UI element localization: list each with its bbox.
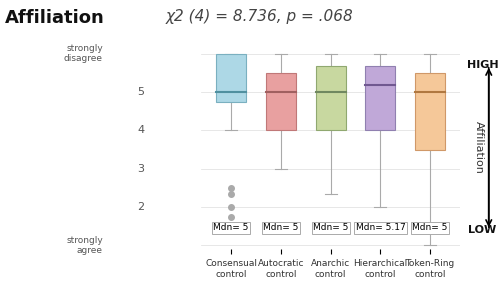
Text: strongly
agree: strongly agree — [66, 236, 103, 255]
FancyBboxPatch shape — [266, 73, 296, 130]
Text: χ2 (4) = 8.736, p = .068: χ2 (4) = 8.736, p = .068 — [166, 9, 354, 24]
Text: Hierarchical
control: Hierarchical control — [354, 259, 408, 278]
Text: 2: 2 — [137, 202, 144, 212]
FancyBboxPatch shape — [366, 66, 396, 130]
Text: Mdn= 5.17: Mdn= 5.17 — [356, 223, 406, 232]
Text: 3: 3 — [138, 164, 144, 174]
Text: Mdn= 5: Mdn= 5 — [214, 223, 249, 232]
Text: Mdn= 5: Mdn= 5 — [412, 223, 448, 232]
Text: Anarchic
control: Anarchic control — [311, 259, 350, 278]
Text: HIGH: HIGH — [466, 60, 498, 70]
Text: strongly
disagree: strongly disagree — [64, 44, 103, 63]
Text: Affiliation: Affiliation — [474, 121, 484, 174]
FancyBboxPatch shape — [216, 54, 246, 101]
FancyBboxPatch shape — [316, 66, 346, 130]
Text: Affiliation: Affiliation — [5, 9, 105, 27]
Text: Mdn= 5: Mdn= 5 — [313, 223, 348, 232]
Text: Autocratic
control: Autocratic control — [258, 259, 304, 278]
Text: Consensual
control: Consensual control — [205, 259, 257, 278]
FancyBboxPatch shape — [415, 73, 445, 150]
Text: LOW: LOW — [468, 225, 496, 235]
Text: 5: 5 — [138, 87, 144, 97]
Text: 4: 4 — [137, 125, 144, 135]
Text: Mdn= 5: Mdn= 5 — [263, 223, 298, 232]
Text: Token-Ring
control: Token-Ring control — [406, 259, 455, 278]
